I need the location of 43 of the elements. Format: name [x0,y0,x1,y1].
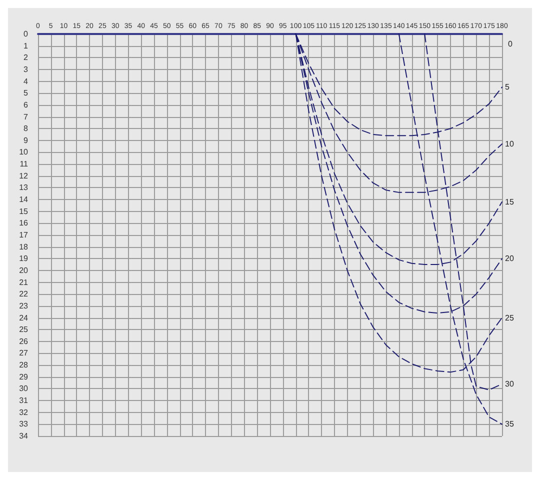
y-tick-label: 21 [19,278,29,287]
y-tick-label: 33 [19,420,29,429]
y-tick-label: 25 [19,325,29,334]
series-label: 25 [505,313,514,322]
y-tick-label: 20 [19,266,29,275]
y-tick-label: 9 [24,136,29,145]
y-tick-label: 1 [24,41,29,50]
y-tick-label: 3 [24,64,29,74]
y-tick-label: 6 [24,100,29,110]
y-tick-label: 28 [19,360,29,370]
series-label: 10 [505,139,514,148]
series-label: 20 [505,254,514,264]
y-tick-label: 16 [19,218,29,228]
y-tick-label: 31 [19,396,29,406]
y-tick-label: 23 [19,301,29,310]
y-tick-label: 34 [19,432,29,440]
y-tick-label: 2 [24,53,29,62]
y-tick-label: 27 [19,348,29,358]
y-tick-label: 4 [24,76,29,86]
y-tick-label: 22 [19,290,29,299]
text: 0 [508,40,513,48]
y-tick-label: 24 [19,313,29,322]
series-label: 35 [505,420,514,429]
y-tick-label: 19 [19,254,29,264]
y-tick-label: 15 [19,206,29,216]
series-label: 5 [505,82,510,92]
series-label: 30 [505,379,514,388]
y-tick-label: 10 [19,148,29,157]
y-tick-label: 8 [24,124,29,134]
y-tick-label: 26 [19,336,29,346]
y-tick-label: 30 [19,384,29,394]
y-tick-label: 32 [19,408,29,417]
y-tick-label: 12 [19,171,29,180]
y-tick-label: 7 [24,112,29,122]
y-tick-label: 13 [19,183,29,192]
y-tick-label: 18 [19,242,29,252]
series-label: 15 [505,197,514,206]
y-tick-label: 14 [19,195,29,204]
y-tick-label: 5 [24,88,29,98]
y-tick-label: 11 [20,160,29,169]
y-tick-label: 0 [24,30,29,38]
y-tick-label: 29 [19,372,29,382]
y-tick-label: 17 [19,230,29,240]
